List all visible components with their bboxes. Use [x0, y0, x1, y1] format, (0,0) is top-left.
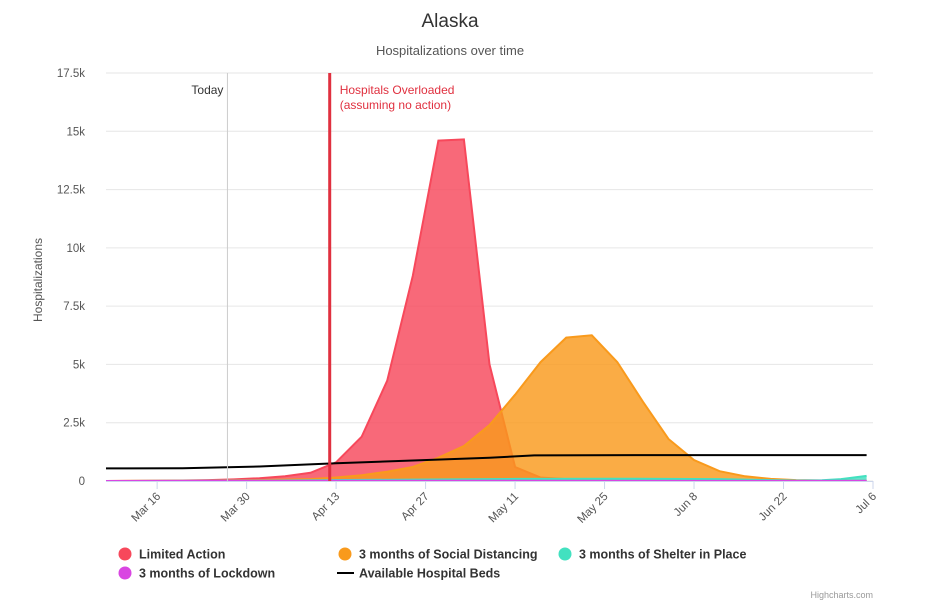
- legend-symbol: [338, 547, 352, 561]
- plot-lines: Today Hospitals Overloaded(assuming no ac…: [191, 73, 454, 481]
- legend-item-3-months-of-shelter-in-place[interactable]: 3 months of Shelter in Place: [558, 547, 747, 562]
- today-label: Today: [191, 83, 223, 97]
- hospitals-overloaded-label: (assuming no action): [340, 98, 451, 112]
- x-tick-label: May 25: [576, 491, 611, 526]
- x-tick-label: Mar 16: [129, 491, 163, 525]
- legend-label: 3 months of Social Distancing: [359, 548, 538, 562]
- hospitals-overloaded-label: Hospitals Overloaded: [340, 83, 455, 97]
- y-tick-label: 12.5k: [57, 185, 85, 197]
- y-tick-label: 10k: [66, 243, 85, 255]
- chart-subtitle: Hospitalizations over time: [376, 43, 524, 58]
- series-area-limited-action[interactable]: [106, 139, 867, 481]
- legend: Limited Action 3 months of Social Distanc…: [118, 547, 747, 581]
- credits-link[interactable]: Highcharts.com: [810, 590, 873, 600]
- legend-label: 3 months of Shelter in Place: [579, 548, 746, 562]
- x-tick-label: Jun 22: [757, 491, 790, 524]
- y-axis-title: Hospitalizations: [31, 238, 45, 322]
- x-tick-label: Apr 13: [310, 491, 342, 523]
- y-tick-label: 17.5k: [57, 68, 85, 80]
- y-axis: 0 2.5k 5k 7.5k 10k 12.5k 15k 17.5k: [57, 68, 85, 488]
- x-tick-label: Jul 6: [853, 491, 879, 517]
- chart-title: Alaska: [421, 11, 478, 32]
- x-tick-label: Jun 8: [672, 491, 700, 519]
- legend-item-3-months-of-lockdown[interactable]: 3 months of Lockdown: [118, 566, 276, 581]
- series-line-3-months-of-social-distancing[interactable]: [105, 334, 867, 482]
- legend-symbol: [558, 547, 572, 561]
- series-line-available-hospital-beds[interactable]: [105, 454, 867, 470]
- legend-item-limited-action[interactable]: Limited Action: [118, 547, 226, 562]
- x-tick-label: May 11: [487, 491, 522, 526]
- legend-item-3-months-of-social-distancing[interactable]: 3 months of Social Distancing: [338, 547, 538, 562]
- x-axis: Mar 16 Mar 30 Apr 13 Apr 27 May 11 May 25 Jun …: [106, 481, 879, 526]
- legend-item-available-hospital-beds[interactable]: Available Hospital Beds: [337, 567, 500, 581]
- legend-symbol: [118, 566, 132, 580]
- y-tick-label: 2.5k: [63, 418, 85, 430]
- x-tick-label: Mar 30: [219, 491, 253, 525]
- y-tick-label: 5k: [73, 359, 85, 371]
- legend-symbol: [118, 547, 132, 561]
- legend-label: Available Hospital Beds: [359, 567, 500, 581]
- legend-label: Limited Action: [139, 548, 225, 562]
- plot-area: [105, 138, 867, 482]
- y-tick-label: 7.5k: [63, 301, 85, 313]
- x-tick-label: Apr 27: [399, 491, 431, 523]
- y-tick-label: 0: [79, 476, 85, 488]
- legend-label: 3 months of Lockdown: [139, 567, 275, 581]
- series-area-3-months-of-social-distancing[interactable]: [106, 335, 867, 481]
- y-tick-label: 15k: [66, 126, 85, 138]
